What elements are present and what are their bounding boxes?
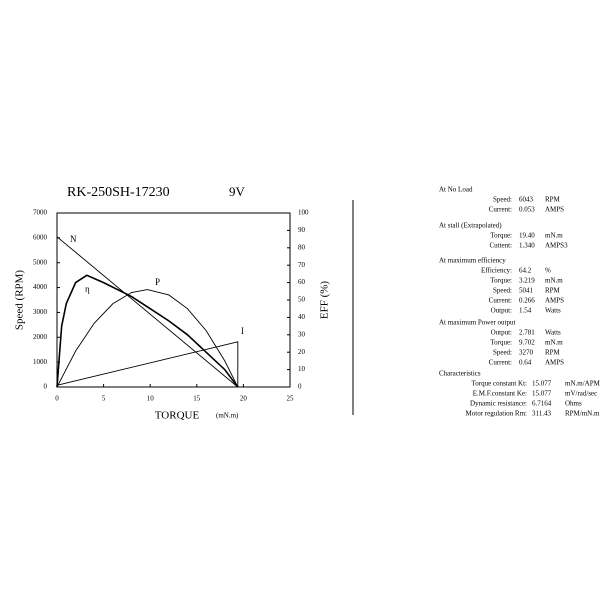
y-tick-label: 4000 xyxy=(33,283,48,291)
row-unit: RPM xyxy=(545,196,561,204)
row-value: 15.077 xyxy=(532,390,552,398)
row-value: 3270 xyxy=(519,349,534,357)
row-label: Efficiency: xyxy=(481,267,512,275)
row-label: Current: xyxy=(489,359,512,367)
x-tick-label: 25 xyxy=(287,395,295,403)
row-label: Current: xyxy=(489,206,512,214)
row-label: Cuttent: xyxy=(489,242,512,250)
y-tick-label: 1000 xyxy=(33,358,48,366)
row-label: Dynamic resistance: xyxy=(470,400,527,408)
row-unit: mN.m/APM xyxy=(565,380,600,388)
row-value: 0.266 xyxy=(519,297,535,305)
chart-subtitle: 9V xyxy=(229,184,246,199)
x-tick-label: 10 xyxy=(147,395,155,403)
section-heading: At No Load xyxy=(439,186,473,194)
row-unit: mN.m xyxy=(545,339,563,347)
y2-tick-label: 60 xyxy=(298,278,306,286)
row-label: Motor regulation Rm: xyxy=(466,410,527,418)
row-value: 311.43 xyxy=(532,410,551,418)
row-value: 19.40 xyxy=(519,232,535,240)
row-unit: mN.m xyxy=(545,277,563,285)
row-unit: Watts xyxy=(545,329,561,337)
row-label: Output: xyxy=(491,307,512,315)
row-unit: AMPS xyxy=(545,297,564,305)
row-unit: AMPS xyxy=(545,206,564,214)
chart-title: RK-250SH-17230 xyxy=(67,185,170,200)
x-tick-label: 5 xyxy=(102,395,106,403)
x-tick-label: 15 xyxy=(193,395,201,403)
row-label: Current: xyxy=(489,297,512,305)
row-unit: Ohms xyxy=(565,400,582,408)
row-value: 0.64 xyxy=(519,359,532,367)
x-axis-label: TORQUE xyxy=(155,410,200,422)
y2-axis-label: EFF (%) xyxy=(319,281,331,320)
y-tick-label: 2000 xyxy=(33,333,48,341)
curve xyxy=(56,274,239,388)
y2-tick-label: 80 xyxy=(298,243,306,251)
row-value: 1.340 xyxy=(519,242,535,250)
row-label: Speed: xyxy=(493,287,512,295)
curve-label: N xyxy=(70,234,77,244)
row-value: 9.702 xyxy=(519,339,535,347)
row-value: 6.7164 xyxy=(532,400,552,408)
row-unit: RPM xyxy=(545,287,561,295)
y-tick-label: 3000 xyxy=(33,308,48,316)
row-value: 5041 xyxy=(519,287,534,295)
section-heading: At maximum efficiency xyxy=(439,257,506,265)
y2-tick-label: 10 xyxy=(298,365,306,373)
row-unit: % xyxy=(545,267,551,275)
y2-tick-label: 70 xyxy=(298,261,306,269)
curve xyxy=(56,341,239,387)
x-tick-label: 20 xyxy=(240,395,248,403)
y-tick-label: 7000 xyxy=(33,209,48,217)
row-value: 3.219 xyxy=(519,277,535,285)
row-unit: AMPS3 xyxy=(545,242,568,250)
row-label: Torque: xyxy=(490,277,512,285)
x-axis-unit: (mN.m) xyxy=(216,412,239,420)
y2-tick-label: 0 xyxy=(298,383,302,391)
row-unit: AMPS xyxy=(545,359,564,367)
y2-tick-label: 30 xyxy=(298,330,306,338)
curve xyxy=(56,236,239,388)
curve-label: I xyxy=(241,326,244,336)
row-unit: mN.m xyxy=(545,232,563,240)
row-value: 0.053 xyxy=(519,206,535,214)
y2-tick-label: 40 xyxy=(298,313,306,321)
row-unit: RPM/mN.m xyxy=(565,410,600,418)
row-label: Torque: xyxy=(490,232,512,240)
row-label: Output: xyxy=(491,329,512,337)
y2-tick-label: 100 xyxy=(298,209,309,217)
y2-tick-label: 20 xyxy=(298,348,306,356)
y-tick-label: 0 xyxy=(44,383,48,391)
x-tick-label: 0 xyxy=(55,395,59,403)
row-label: E.M.F.constant Ke: xyxy=(473,390,527,398)
y2-tick-label: 50 xyxy=(298,296,306,304)
row-unit: RPM xyxy=(545,349,561,357)
section-heading: Characteristics xyxy=(439,370,481,378)
row-label: Torque: xyxy=(490,339,512,347)
row-value: 1.54 xyxy=(519,307,532,315)
curve-label: η xyxy=(85,284,90,294)
y-tick-label: 5000 xyxy=(33,258,48,266)
row-unit: mV/rad/sec xyxy=(565,390,597,398)
row-value: 2.781 xyxy=(519,329,535,337)
row-label: Torque constant Kt: xyxy=(472,380,528,388)
row-value: 6043 xyxy=(519,196,534,204)
y-axis-label: Speed (RPM) xyxy=(14,270,26,331)
row-label: Speed: xyxy=(493,349,512,357)
y2-tick-label: 90 xyxy=(298,226,306,234)
section-heading: At stall (Extrapolated) xyxy=(439,222,502,230)
row-value: 64.2 xyxy=(519,267,532,275)
y-tick-label: 6000 xyxy=(33,233,48,241)
row-value: 15.077 xyxy=(532,380,552,388)
section-heading: At maximum Power output xyxy=(439,319,515,327)
curve xyxy=(56,289,239,388)
row-unit: Watts xyxy=(545,307,561,315)
row-label: Speed: xyxy=(493,196,512,204)
curve-label: P xyxy=(155,277,160,287)
